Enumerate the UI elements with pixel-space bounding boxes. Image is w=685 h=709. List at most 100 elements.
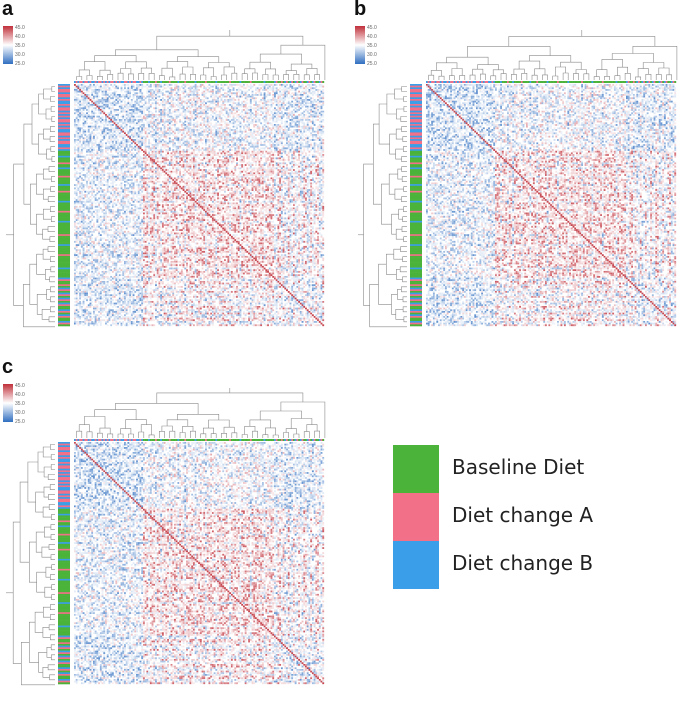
heatmap-cell bbox=[96, 152, 99, 155]
heatmap-cell bbox=[318, 139, 321, 141]
heatmap-cell bbox=[317, 159, 319, 161]
heatmap-cell bbox=[130, 155, 133, 158]
heatmap-cell bbox=[79, 139, 82, 141]
heatmap-cell bbox=[241, 150, 244, 153]
heatmap-cell bbox=[265, 109, 268, 111]
heatmap-cell bbox=[222, 145, 225, 148]
heatmap-cell bbox=[263, 105, 266, 108]
heatmap-cell bbox=[251, 134, 254, 136]
heatmap-cell bbox=[320, 92, 323, 95]
heatmap-cell bbox=[322, 147, 325, 150]
heatmap-cell bbox=[137, 140, 140, 143]
heatmap-cell bbox=[213, 135, 216, 138]
heatmap-cell bbox=[184, 140, 187, 143]
heatmap-cell bbox=[80, 145, 83, 148]
heatmap-cell bbox=[303, 164, 306, 166]
heatmap-cell bbox=[237, 124, 240, 126]
heatmap-cell bbox=[242, 87, 245, 90]
heatmap-cell bbox=[244, 129, 247, 131]
heatmap-cell bbox=[155, 84, 157, 86]
heatmap-cell bbox=[320, 95, 323, 98]
heatmap-cell bbox=[229, 132, 232, 135]
heatmap-cell bbox=[134, 132, 137, 135]
heatmap-cell bbox=[263, 164, 266, 166]
heatmap-cell bbox=[296, 124, 299, 126]
heatmap-cell bbox=[287, 87, 290, 90]
heatmap-cell bbox=[230, 162, 233, 165]
heatmap-cell bbox=[239, 127, 242, 130]
heatmap-cell bbox=[129, 130, 132, 133]
heatmap-cell bbox=[89, 105, 92, 108]
heatmap-cell bbox=[192, 150, 195, 153]
heatmap-cell bbox=[182, 132, 185, 135]
heatmap-cell bbox=[253, 152, 256, 155]
heatmap-cell bbox=[75, 115, 78, 118]
heatmap-cell bbox=[168, 132, 171, 135]
heatmap-cell bbox=[127, 95, 130, 98]
heatmap-cell bbox=[208, 107, 211, 110]
heatmap-cell bbox=[217, 130, 219, 133]
heatmap-cell bbox=[87, 144, 90, 146]
heatmap-cell bbox=[239, 164, 242, 166]
heatmap-cell bbox=[91, 165, 94, 168]
heatmap-cell bbox=[174, 124, 176, 126]
heatmap-cell bbox=[225, 159, 228, 161]
heatmap-cell bbox=[282, 137, 285, 140]
heatmap-cell bbox=[189, 145, 192, 148]
heatmap-cell bbox=[218, 114, 221, 116]
heatmap-cell bbox=[177, 155, 180, 158]
heatmap-cell bbox=[184, 120, 187, 123]
heatmap-cell bbox=[263, 107, 266, 110]
dendrogram-branch bbox=[48, 166, 55, 172]
heatmap-cell bbox=[322, 114, 325, 116]
heatmap-cell bbox=[192, 157, 195, 160]
heatmap-cell bbox=[118, 125, 121, 128]
heatmap-cell bbox=[203, 165, 206, 168]
heatmap-cell bbox=[182, 122, 185, 125]
heatmap-cell bbox=[99, 107, 102, 110]
heatmap-cell bbox=[91, 142, 94, 145]
heatmap-cell bbox=[311, 135, 314, 138]
heatmap-cell bbox=[132, 127, 135, 130]
heatmap-cell bbox=[165, 125, 168, 128]
heatmap-cell bbox=[127, 164, 130, 166]
heatmap-cell bbox=[272, 157, 275, 160]
row-annotation-cell bbox=[58, 130, 70, 133]
heatmap-cell bbox=[277, 109, 280, 111]
heatmap-cell bbox=[222, 94, 225, 96]
heatmap-cell bbox=[251, 112, 254, 115]
heatmap-cell bbox=[305, 152, 307, 155]
heatmap-cell bbox=[168, 109, 171, 111]
heatmap-cell bbox=[299, 97, 302, 100]
heatmap-cell bbox=[306, 84, 309, 86]
heatmap-cell bbox=[210, 109, 213, 111]
heatmap-cell bbox=[84, 97, 87, 100]
heatmap-cell bbox=[139, 134, 142, 136]
heatmap-cell bbox=[101, 90, 104, 93]
heatmap-cell bbox=[232, 125, 235, 128]
heatmap-cell bbox=[129, 117, 132, 120]
heatmap-cell bbox=[184, 90, 187, 93]
heatmap-cell bbox=[108, 129, 111, 131]
heatmap-cell bbox=[213, 142, 216, 145]
row-annotation-cell bbox=[58, 117, 70, 120]
heatmap-cell bbox=[192, 162, 195, 165]
heatmap-cell bbox=[208, 159, 211, 161]
heatmap-cell bbox=[286, 132, 288, 135]
heatmap-cell bbox=[163, 102, 166, 105]
heatmap-cell bbox=[186, 117, 188, 120]
heatmap-cell bbox=[246, 99, 249, 101]
heatmap-cell bbox=[310, 120, 313, 123]
heatmap-cell bbox=[236, 162, 238, 165]
heatmap-cell bbox=[301, 132, 304, 135]
col-annotation-cell bbox=[165, 81, 168, 83]
heatmap-cell bbox=[299, 114, 302, 116]
heatmap-cell bbox=[272, 112, 275, 115]
heatmap-cell bbox=[134, 155, 137, 158]
heatmap-cell bbox=[153, 139, 156, 141]
heatmap-cell bbox=[208, 144, 211, 146]
heatmap-cell bbox=[151, 164, 154, 166]
heatmap-cell bbox=[113, 90, 116, 93]
heatmap-cell bbox=[258, 150, 261, 153]
heatmap-cell bbox=[84, 100, 87, 103]
